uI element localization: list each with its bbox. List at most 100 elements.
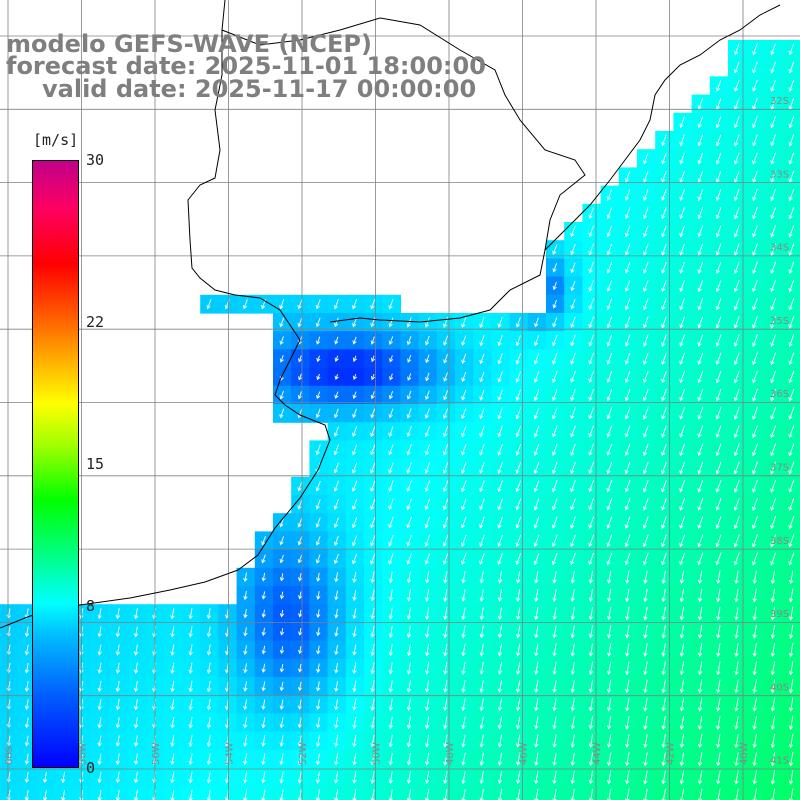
wind-arrow [115, 626, 121, 638]
wind-arrow [443, 625, 448, 639]
wind-arrow [297, 391, 303, 400]
wind-arrow [570, 716, 575, 730]
wind-arrow [552, 389, 558, 402]
wind-arrow [679, 606, 685, 621]
wind-arrow [788, 588, 794, 603]
wind-arrow [788, 406, 795, 420]
wind-arrow [406, 662, 412, 675]
wind-arrow [770, 461, 777, 475]
wind-arrow [479, 480, 485, 493]
wind-arrow [606, 625, 612, 639]
wind-arrow [770, 679, 776, 694]
wind-arrow [133, 626, 139, 638]
wind-arrow [334, 391, 339, 400]
wind-arrow [261, 663, 266, 673]
wind-arrow [534, 698, 539, 712]
wind-arrow [661, 552, 667, 566]
wind-arrow [715, 170, 722, 183]
wind-arrow [588, 698, 594, 712]
wind-arrow [352, 355, 357, 363]
wind-arrow [570, 607, 575, 621]
wind-arrow [643, 171, 649, 183]
wind-arrow [533, 534, 540, 547]
wind-arrow [534, 643, 539, 657]
wind-arrow [370, 444, 376, 456]
wind-arrow [297, 299, 303, 310]
wind-arrow [334, 681, 339, 692]
wind-arrow [642, 425, 649, 438]
wind-arrow [497, 661, 503, 675]
wind-arrow [679, 516, 686, 530]
wind-arrow [679, 479, 686, 493]
wind-arrow [624, 207, 631, 220]
wind-arrow [788, 134, 795, 147]
wind-arrow [389, 373, 394, 381]
wind-arrow [460, 534, 467, 547]
wind-arrow [715, 334, 722, 347]
colorbar-tick: 0 [86, 759, 96, 777]
wind-arrow [624, 480, 631, 493]
wind-arrow [697, 134, 704, 147]
wind-arrow [315, 735, 321, 747]
wind-arrow [716, 697, 721, 712]
wind-arrow [297, 536, 303, 546]
wind-arrow [533, 498, 540, 511]
wind-arrow [388, 462, 394, 474]
wind-arrow [643, 588, 648, 603]
wind-arrow [279, 354, 284, 363]
lat-label: 37S [770, 463, 789, 474]
wind-arrow [716, 734, 721, 749]
wind-arrow [734, 715, 739, 730]
wind-arrow [588, 498, 595, 511]
wind-arrow [788, 370, 795, 384]
wind-arrow [788, 770, 794, 785]
wind-arrow [715, 316, 722, 329]
wind-arrow [370, 553, 376, 565]
colorbar-tick: 8 [86, 596, 96, 615]
wind-arrow [461, 462, 467, 474]
wind-arrow [606, 389, 613, 402]
wind-arrow [679, 316, 685, 329]
wind-arrow [679, 625, 685, 639]
wind-arrow [752, 316, 758, 329]
wind-arrow [461, 698, 466, 712]
wind-arrow [351, 480, 358, 492]
wind-arrow [425, 390, 430, 401]
wind-arrow [515, 498, 522, 511]
wind-arrow [515, 752, 521, 766]
wind-arrow [624, 461, 631, 475]
wind-arrow [642, 352, 649, 365]
wind-arrow [715, 370, 722, 384]
lon-label: 50W [372, 742, 383, 765]
wind-arrow [661, 643, 666, 657]
wind-arrow [188, 789, 193, 800]
wind-arrow [697, 606, 703, 621]
wind-arrow [643, 679, 648, 694]
wind-arrow [424, 625, 430, 639]
coastline-brazil [544, 4, 781, 251]
wind-arrow [770, 134, 776, 147]
wind-arrow [697, 279, 704, 293]
wind-arrow [770, 188, 776, 202]
wind-arrow [497, 353, 503, 365]
wind-arrow [388, 426, 394, 438]
wind-arrow [679, 661, 685, 676]
wind-arrow [788, 570, 794, 585]
wind-arrow [479, 571, 484, 584]
wind-arrow [606, 225, 613, 238]
wind-arrow [97, 626, 102, 638]
wind-arrow [370, 373, 376, 381]
wind-arrow [279, 336, 284, 346]
wind-arrow [352, 608, 357, 620]
wind-arrow [534, 770, 539, 785]
wind-arrow [624, 498, 631, 511]
wind-arrow [206, 680, 212, 693]
wind-arrow [606, 316, 613, 329]
wind-arrow [661, 679, 666, 694]
lon-label: 52W [298, 742, 309, 765]
wind-arrow [479, 752, 484, 766]
wind-arrow [642, 534, 649, 548]
wind-arrow [406, 408, 412, 419]
coastline-north [221, 17, 586, 323]
wind-arrow [24, 735, 30, 747]
